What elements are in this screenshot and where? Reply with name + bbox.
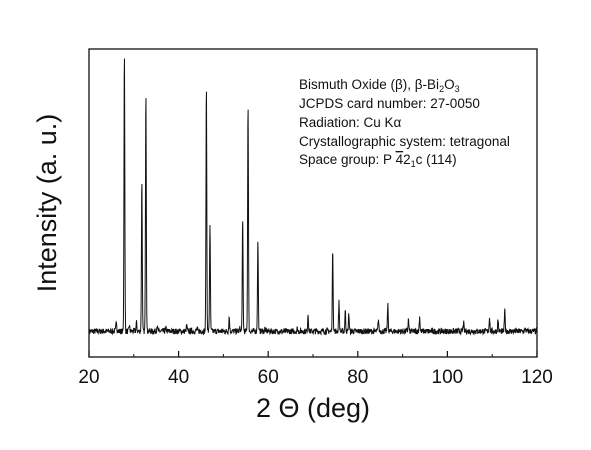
x-tick-label-100: 100 [432, 367, 464, 388]
annotation-line-2: JCPDS card number: 27-0050 [299, 96, 480, 111]
x-tick-label-80: 80 [347, 367, 368, 388]
y-axis-label: Intensity (a. u.) [32, 114, 62, 293]
annotation-line-1-sub-a: 2 [439, 84, 444, 94]
annotation-line-5-tail: c (114) [416, 152, 457, 167]
annotation-line-5: Space group: P 421c (114) [299, 152, 457, 169]
x-tick-label-40: 40 [168, 367, 189, 388]
x-tick-label-120: 120 [521, 367, 553, 388]
annotation-line-5-bar4: 4 [396, 152, 404, 167]
annotation-line-5-two: 2 [403, 152, 411, 167]
x-axis-ticks [88, 351, 538, 357]
annotation-line-3: Radiation: Cu Kα [299, 115, 402, 130]
xrd-pattern-line [88, 58, 538, 336]
annotation-line-1-sub-b: 3 [455, 84, 460, 94]
x-tick-label-60: 60 [258, 367, 279, 388]
annotation-line-4: Crystallographic system: tetragonal [299, 134, 510, 149]
annotation-block: Bismuth Oxide (β), β-Bi2O3 JCPDS card nu… [299, 77, 510, 169]
x-tick-label-20: 20 [78, 367, 99, 388]
x-axis-label: 2 Θ (deg) [256, 393, 370, 423]
annotation-line-1-o: O [444, 77, 455, 92]
annotation-line-5-sub: 1 [411, 159, 416, 169]
annotation-line-1: Bismuth Oxide (β), β-Bi2O3 [299, 77, 460, 94]
annotation-line-5-text: Space group: P [299, 152, 396, 167]
annotation-line-1-text: Bismuth Oxide (β), β-Bi [299, 77, 439, 92]
x-axis-tick-labels: 20 40 60 80 100 120 [78, 367, 552, 388]
